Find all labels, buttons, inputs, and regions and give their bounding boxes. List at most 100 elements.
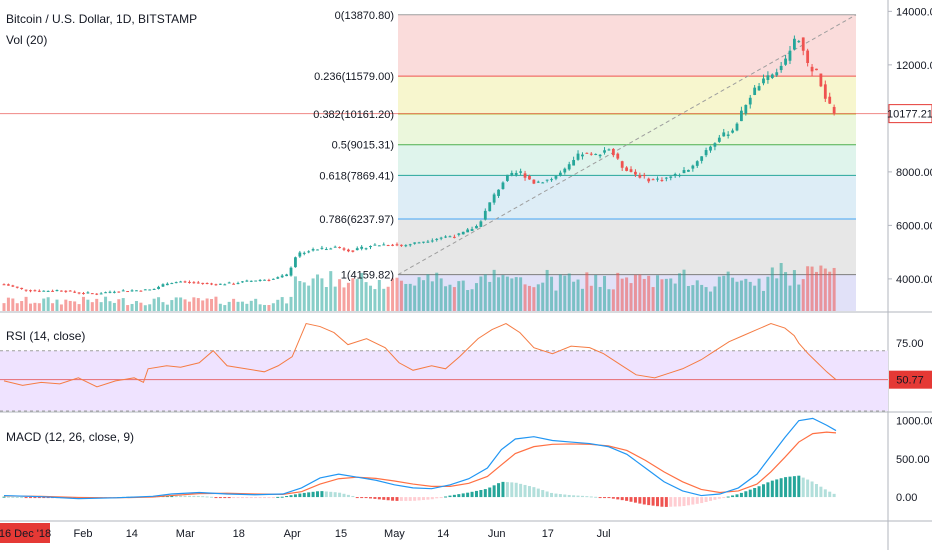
fib-label: 0.5(9015.31) xyxy=(332,140,394,152)
macd-histogram-bar xyxy=(439,497,443,499)
macd-histogram-bar xyxy=(479,490,483,498)
macd-histogram-bar xyxy=(408,497,412,501)
macd-histogram-bar xyxy=(289,495,293,498)
candle-body xyxy=(576,153,580,160)
rsi-line xyxy=(3,322,837,388)
candle-body xyxy=(258,279,262,281)
macd-histogram-bar xyxy=(413,497,417,501)
rsi-value-badge xyxy=(889,370,932,389)
candle-body xyxy=(377,245,381,247)
candle-body xyxy=(364,248,368,250)
volume-bar xyxy=(753,285,757,311)
volume-bar xyxy=(210,299,214,311)
candle-body xyxy=(95,293,99,295)
macd-histogram-bar xyxy=(814,484,818,498)
volume-bar xyxy=(218,303,222,311)
volume-bar xyxy=(263,304,267,311)
macd-histogram-bar xyxy=(532,487,536,498)
volume-bar xyxy=(497,277,501,311)
macd-histogram-bar xyxy=(735,494,739,498)
volume-bar xyxy=(108,301,112,311)
macd-histogram-bar xyxy=(819,486,823,498)
x-tick-label: Feb xyxy=(74,528,93,540)
macd-histogram-bar xyxy=(285,496,289,498)
candle-body xyxy=(430,240,434,242)
volume-bar xyxy=(576,279,580,311)
macd-histogram-bar xyxy=(775,479,779,498)
macd-histogram-bar xyxy=(695,497,699,504)
volume-bar xyxy=(797,284,801,311)
macd-histogram-bar xyxy=(700,497,704,504)
volume-bar xyxy=(686,285,690,311)
volume-bar xyxy=(638,274,642,311)
candle-body xyxy=(307,251,311,253)
volume-bar xyxy=(311,278,315,311)
candle-body xyxy=(408,244,412,246)
candles xyxy=(2,35,836,296)
volume-bar xyxy=(717,276,721,311)
volume-title[interactable]: Vol (20) xyxy=(6,33,47,47)
macd-histogram-bar xyxy=(686,497,690,506)
macd-histogram-bar xyxy=(170,495,174,498)
y-tick-label: 14000.00 xyxy=(896,6,932,18)
candle-body xyxy=(324,249,328,251)
macd-histogram-bar xyxy=(501,481,505,498)
candle-body xyxy=(788,50,792,61)
volume-bar xyxy=(567,273,571,311)
macd-histogram-bar xyxy=(311,491,315,498)
volume-bar xyxy=(757,278,761,311)
symbol-title[interactable]: Bitcoin / U.S. Dollar, 1D, BITSTAMP xyxy=(6,12,197,26)
macd-histogram-bar xyxy=(218,497,222,499)
volume-bar xyxy=(346,282,350,311)
macd-histogram-bar xyxy=(245,497,249,499)
macd-histogram-bar xyxy=(784,477,788,498)
candle-body xyxy=(603,150,606,153)
macd-histogram-bar xyxy=(391,497,395,501)
macd-histogram-bar xyxy=(302,492,306,498)
candle-body xyxy=(210,283,213,285)
macd-histogram-bar xyxy=(572,495,576,498)
volume-bar xyxy=(572,281,576,311)
candle-body xyxy=(660,179,664,181)
volume-bar xyxy=(86,299,90,311)
candle-body xyxy=(426,241,430,243)
volume-bar xyxy=(660,279,664,311)
volume-bar xyxy=(77,304,81,311)
macd-histogram-bar xyxy=(466,492,470,498)
last-price-label: 10177.21 xyxy=(887,109,932,121)
candle-body xyxy=(121,290,125,292)
macd-histogram-bar xyxy=(24,497,28,499)
macd-histogram-bar xyxy=(2,496,6,498)
macd-histogram-bar xyxy=(368,497,372,499)
candle-body xyxy=(435,238,439,240)
candle-body xyxy=(589,153,593,155)
volume-bar xyxy=(421,280,425,311)
candle-body xyxy=(271,278,275,280)
volume-bar xyxy=(351,278,355,311)
candle-body xyxy=(806,50,810,63)
rsi-value-label: 50.77 xyxy=(896,375,924,387)
macd-histogram-bar xyxy=(11,496,15,498)
candle-body xyxy=(828,96,832,104)
macd-histogram-bar xyxy=(761,484,765,498)
volume-bar xyxy=(474,283,478,311)
candle-body xyxy=(567,164,571,170)
macd-title[interactable]: MACD (12, 26, close, 9) xyxy=(6,430,134,444)
volume-bar xyxy=(293,276,297,311)
candle-body xyxy=(779,65,783,71)
macd-histogram-bar xyxy=(187,495,191,498)
candle-body xyxy=(391,244,394,246)
macd-histogram-bar xyxy=(527,486,531,498)
rsi-title[interactable]: RSI (14, close) xyxy=(6,329,85,343)
fib-band xyxy=(398,14,856,77)
macd-histogram-bar xyxy=(223,497,227,499)
fib-label: 0.382(10161.20) xyxy=(313,109,394,121)
candle-body xyxy=(183,281,187,283)
macd-histogram-bar xyxy=(823,489,827,498)
candle-body xyxy=(651,179,655,181)
macd-histogram-bar xyxy=(430,497,434,500)
candle-body xyxy=(112,291,116,293)
macd-histogram-bar xyxy=(660,497,664,507)
macd-histogram-bar xyxy=(647,497,651,506)
volume-bar xyxy=(739,280,743,311)
